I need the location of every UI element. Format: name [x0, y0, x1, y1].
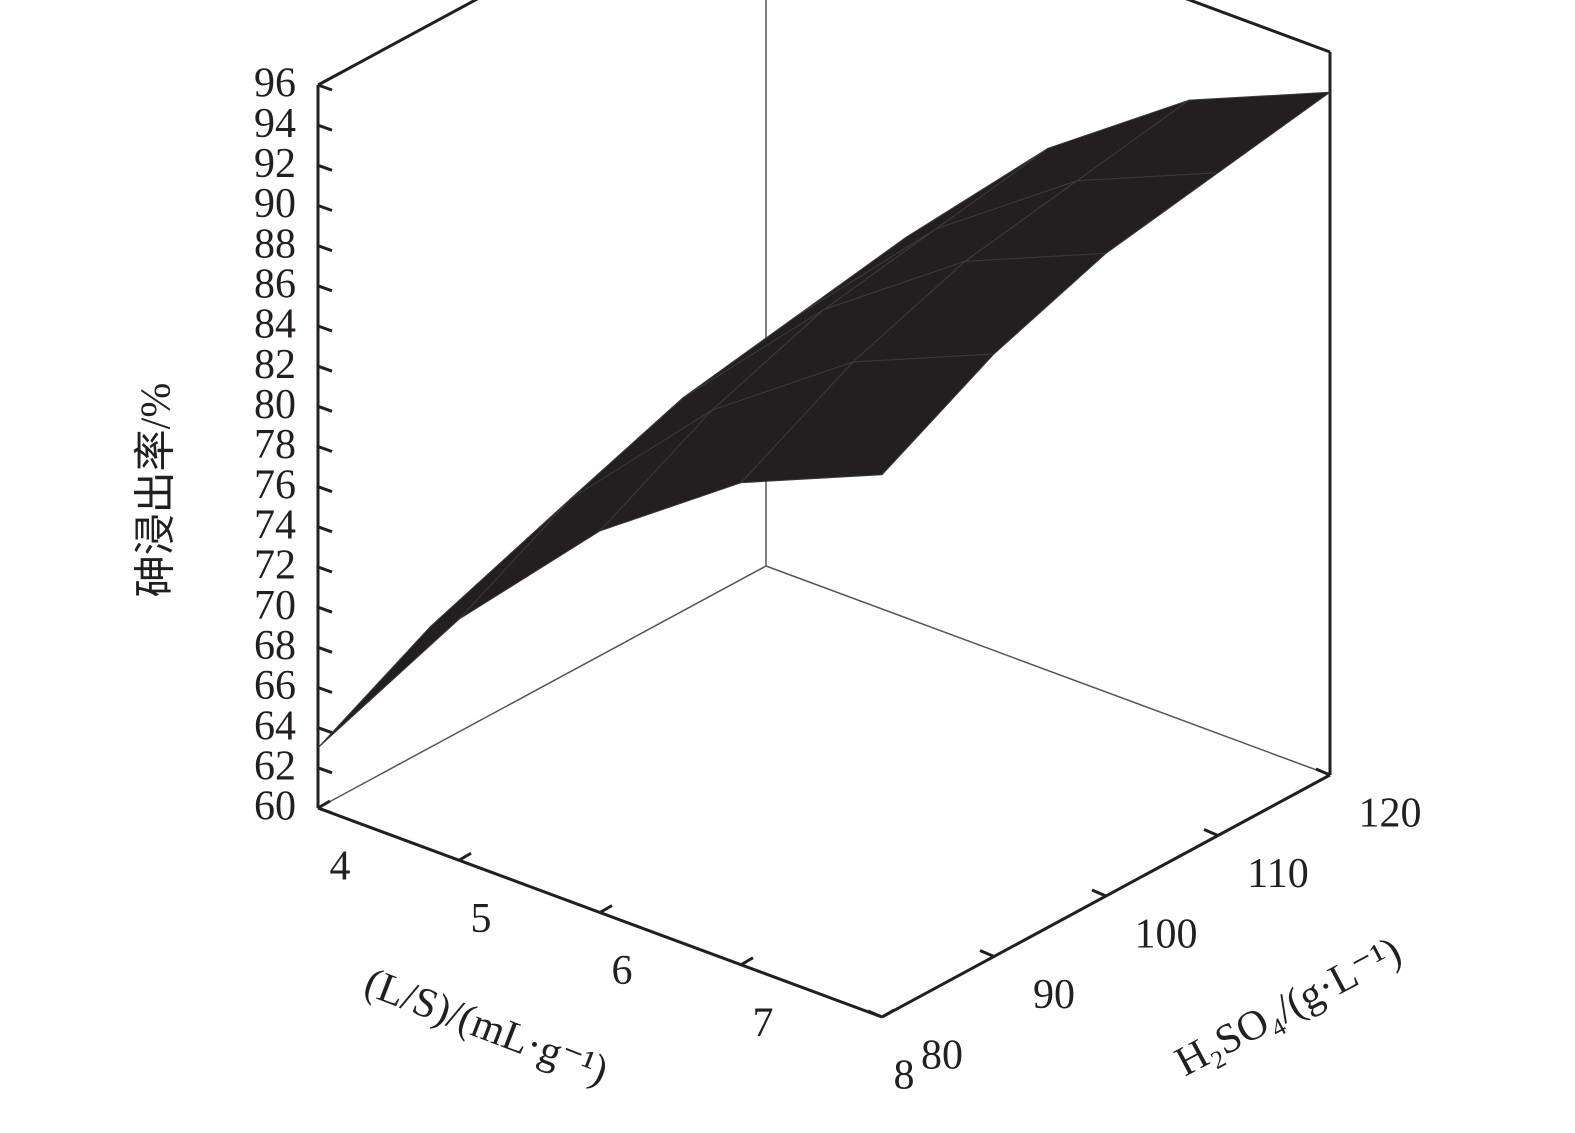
top-edge — [317, 0, 479, 87]
z-tick-label: 92 — [254, 141, 296, 187]
z-tick-label: 78 — [254, 422, 296, 468]
z-tick-label: 66 — [254, 663, 296, 709]
z-tick — [317, 726, 333, 735]
z-tick-label: 80 — [254, 382, 296, 428]
surface-patch — [458, 409, 713, 620]
z-tick — [317, 83, 333, 92]
z-tick-label: 86 — [254, 261, 296, 307]
y-tick — [1315, 767, 1331, 777]
x-axis-title: (L/S)/(mL·g⁻¹) — [358, 959, 614, 1094]
z-tick-label: 60 — [254, 784, 296, 830]
y-tick-label: 80 — [921, 1033, 963, 1079]
y-tick — [1091, 888, 1107, 898]
z-tick — [317, 525, 333, 534]
floor-edge — [765, 565, 1331, 776]
z-tick — [317, 485, 333, 494]
x-tick — [881, 1008, 895, 1019]
z-tick — [317, 605, 333, 614]
z-tick — [317, 445, 333, 453]
z-tick-label: 90 — [254, 181, 296, 227]
y-tick-label: 120 — [1359, 791, 1422, 837]
z-tick-label: 82 — [254, 342, 296, 388]
z-tick-label: 84 — [254, 302, 296, 348]
z-tick-label: 68 — [254, 623, 296, 669]
z-tick — [317, 284, 333, 293]
z-tick — [317, 163, 333, 172]
x-tick-label: 8 — [894, 1053, 915, 1099]
z-tick-label: 88 — [254, 221, 296, 267]
y-axis-title: H₂SO₄/(g·L⁻¹) — [1168, 928, 1409, 1085]
y-tick — [1203, 828, 1219, 837]
z-tick — [317, 364, 333, 373]
y-tick — [979, 949, 995, 958]
z-tick-label: 62 — [254, 743, 296, 789]
z-tick-label: 72 — [254, 543, 296, 589]
y-tick-label: 110 — [1247, 851, 1308, 897]
x-tick — [740, 956, 754, 967]
z-tick — [317, 123, 333, 132]
surface-patch — [317, 498, 572, 749]
y-tick-label: 100 — [1135, 912, 1198, 958]
x-tick — [317, 799, 331, 810]
x-tick-label: 6 — [612, 948, 633, 994]
x-tick-label: 5 — [471, 896, 492, 942]
x-tick — [599, 904, 613, 914]
z-tick-label: 74 — [254, 502, 296, 548]
z-tick — [317, 324, 333, 333]
z-tick-label: 64 — [254, 703, 296, 749]
z-tick — [317, 645, 333, 654]
z-tick — [317, 244, 333, 253]
z-tick — [317, 806, 333, 815]
z-tick — [317, 686, 333, 694]
y-tick — [867, 1009, 883, 1019]
z-tick — [317, 204, 333, 212]
z-tick-label: 94 — [254, 101, 296, 147]
x-tick-label: 4 — [330, 844, 351, 890]
z-tick-label: 76 — [254, 462, 296, 508]
floor-edge — [317, 565, 767, 809]
top-edge — [1185, 0, 1331, 54]
z-tick — [317, 766, 333, 775]
surface-patch — [739, 353, 996, 484]
x-tick — [458, 851, 472, 862]
z-axis-title: 砷浸出率/% — [133, 383, 180, 598]
z-tick-label: 70 — [254, 583, 296, 629]
z-tick-label: 96 — [254, 61, 296, 107]
x-tick-label: 7 — [753, 1000, 774, 1046]
y-tick-label: 90 — [1033, 972, 1075, 1018]
z-tick — [317, 565, 333, 574]
z-tick — [317, 404, 333, 413]
